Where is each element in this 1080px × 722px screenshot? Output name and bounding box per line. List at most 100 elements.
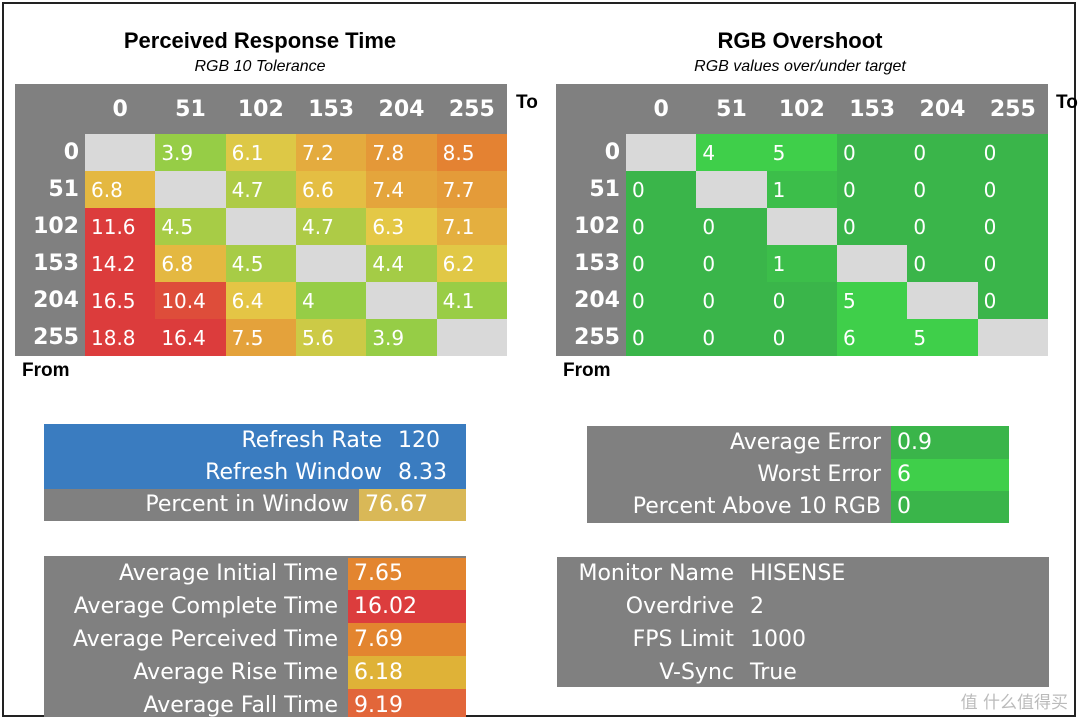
response-time-cell: 4 — [296, 282, 367, 319]
response-time-subtitle: RGB 10 Tolerance — [194, 58, 326, 75]
response-time-row-header: 153 — [33, 251, 79, 276]
overshoot-col-header: 0 — [653, 96, 669, 122]
overshoot-cell: 0 — [626, 282, 697, 319]
response-time-col-header: 153 — [308, 96, 355, 122]
response-time-col-header: 255 — [448, 96, 495, 122]
error-panel: Average Error 0.9 Worst Error 6 Percent … — [587, 426, 1009, 523]
overdrive-value: 2 — [750, 594, 764, 619]
response-time-row-header: 255 — [33, 325, 79, 350]
monitor-name-row: Monitor Name HISENSE — [557, 558, 944, 590]
response-time-cell — [225, 208, 296, 245]
response-time-cell: 6.4 — [225, 282, 296, 319]
response-time-cell: 11.6 — [85, 208, 156, 245]
monitor-panel: Monitor Name HISENSE Overdrive 2 FPS Lim… — [557, 557, 1049, 687]
overshoot-to-label: To — [1056, 92, 1078, 113]
overshoot-cell: 0 — [766, 319, 837, 356]
worst-error-label: Worst Error — [757, 462, 881, 487]
fps-limit-label: FPS Limit — [632, 627, 734, 652]
overshoot-cell: 0 — [977, 282, 1048, 319]
response-time-cell: 7.8 — [366, 134, 437, 171]
response-time-cell: 7.5 — [225, 319, 296, 356]
overshoot-row-header: 51 — [589, 177, 620, 202]
response-time-cell: 6.6 — [296, 171, 367, 208]
response-time-col-header: 0 — [112, 96, 128, 122]
rise-time-row: Average Rise Time 6.18 — [44, 656, 466, 689]
overshoot-cell: 0 — [977, 208, 1048, 245]
response-time-cell — [436, 319, 507, 356]
response-time-cell — [296, 245, 367, 282]
watermark-logo: 值 什么值得买 — [960, 693, 1068, 713]
perceived-time-row: Average Perceived Time 7.69 — [44, 623, 466, 656]
overshoot-cell — [626, 134, 697, 171]
fall-time-row: Average Fall Time 9.19 — [44, 689, 466, 718]
percent-in-window-row: Percent in Window 76.67 — [44, 489, 466, 521]
percent-above-row: Percent Above 10 RGB 0 — [587, 491, 1009, 523]
overshoot-cell: 1 — [766, 245, 837, 282]
monitor-name-label: Monitor Name — [578, 561, 734, 586]
vsync-label: V-Sync — [659, 660, 734, 685]
rise-time-value: 6.18 — [348, 656, 466, 689]
average-error-row: Average Error 0.9 — [587, 426, 1009, 459]
response-time-cell: 5.6 — [296, 319, 367, 356]
response-time-cell — [366, 282, 437, 319]
response-time-cell: 7.7 — [436, 171, 507, 208]
response-time-cell: 8.5 — [436, 134, 507, 171]
overdrive-row: Overdrive 2 — [557, 590, 944, 623]
response-time-cell — [85, 134, 156, 171]
overshoot-subtitle: RGB values over/under target — [694, 58, 906, 75]
vsync-value: True — [750, 660, 797, 685]
overshoot-row-header: 204 — [574, 288, 620, 313]
response-time-cell: 4.5 — [155, 208, 226, 245]
overshoot-col-header: 153 — [849, 96, 896, 122]
fall-time-label: Average Fall Time — [143, 693, 338, 718]
overshoot-cell: 0 — [907, 171, 978, 208]
response-time-from-label: From — [22, 360, 70, 381]
overshoot-cell: 0 — [696, 319, 767, 356]
refresh-window-label: Refresh Window — [205, 460, 382, 485]
response-time-row-header: 204 — [33, 288, 79, 313]
vsync-row: V-Sync True — [557, 656, 944, 687]
overshoot-col-header: 102 — [778, 96, 825, 122]
response-time-cell: 6.8 — [155, 245, 226, 282]
response-time-cell: 4.1 — [436, 282, 507, 319]
perceived-time-value: 7.69 — [348, 623, 466, 656]
response-time-to-label: To — [516, 92, 538, 113]
overshoot-col-header: 51 — [716, 96, 747, 122]
refresh-rate-row: Refresh Rate 120 — [44, 424, 466, 457]
overshoot-cell: 5 — [837, 282, 908, 319]
complete-time-label: Average Complete Time — [73, 594, 338, 619]
response-time-cell: 6.2 — [436, 245, 507, 282]
overshoot-cell: 0 — [837, 171, 908, 208]
response-time-cell: 4.7 — [296, 208, 367, 245]
overshoot-cell: 0 — [907, 134, 978, 171]
overshoot-cell: 1 — [766, 171, 837, 208]
refresh-window-row: Refresh Window 8.33 — [44, 457, 466, 489]
response-time-row-header: 102 — [33, 214, 79, 239]
initial-time-label: Average Initial Time — [118, 561, 338, 586]
overshoot-cell — [837, 245, 908, 282]
response-time-heatmap: 0 51 102 153 204 255 0 3.9 6.1 7.2 7.8 8.5 51 6.8 4.7 6… — [15, 84, 507, 356]
overshoot-cell: 0 — [626, 319, 697, 356]
response-time-cell: 4.4 — [366, 245, 437, 282]
percent-in-window-label: Percent in Window — [145, 492, 349, 517]
response-time-cell: 7.2 — [296, 134, 367, 171]
overshoot-cell: 0 — [977, 245, 1048, 282]
monitor-name-value: HISENSE — [750, 561, 846, 586]
overshoot-heatmap: 0 51 102 153 204 255 0 4 5 0 0 0 51 0 1 0 0 0 102 0 0 0 0 0 153 0… — [556, 84, 1048, 356]
response-time-cell: 6.8 — [85, 171, 156, 208]
worst-error-row: Worst Error 6 — [587, 459, 1009, 491]
overshoot-cell: 6 — [837, 319, 908, 356]
response-time-cell: 6.3 — [366, 208, 437, 245]
overshoot-cell: 0 — [766, 282, 837, 319]
response-time-cell: 14.2 — [85, 245, 156, 282]
overshoot-cell: 0 — [626, 208, 697, 245]
response-time-row-header: 0 — [63, 140, 79, 165]
refresh-rate-value: 120 — [398, 428, 440, 453]
initial-time-value: 7.65 — [348, 558, 466, 590]
overshoot-cell: 0 — [696, 282, 767, 319]
overshoot-cell: 0 — [626, 245, 697, 282]
complete-time-value: 16.02 — [348, 590, 466, 623]
worst-error-value: 6 — [891, 459, 1009, 491]
overshoot-col-header: 204 — [919, 96, 966, 122]
response-time-cell: 18.8 — [85, 319, 156, 356]
